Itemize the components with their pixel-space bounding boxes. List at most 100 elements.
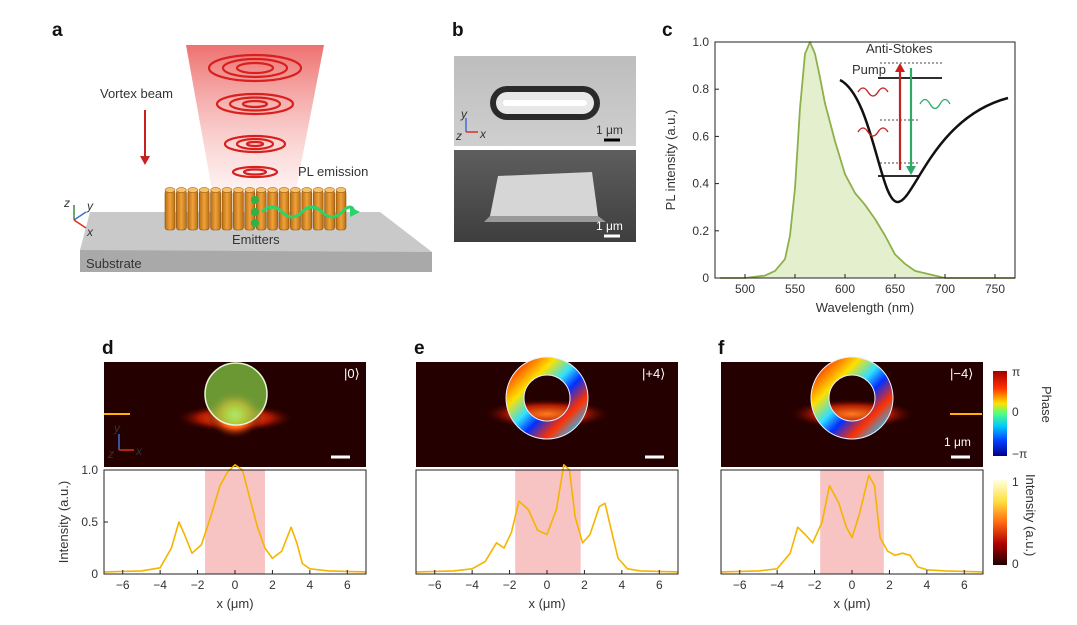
axes-icon: y x z: [455, 107, 487, 143]
x-tick-label: 500: [735, 282, 755, 296]
sem-microrod-shadow: [484, 216, 606, 222]
nanorod-top: [244, 187, 256, 193]
axes-icon: z y x: [63, 196, 94, 239]
substrate-label: Substrate: [86, 256, 142, 271]
axis-y-label: y: [113, 421, 121, 435]
nanorod-top: [255, 187, 267, 193]
y-axis-label: PL intensity (a.u.): [663, 110, 678, 211]
nanorod: [198, 189, 210, 231]
intensity-top-label: 1: [1012, 475, 1019, 489]
panel-a-label: a: [52, 20, 63, 41]
x-tick-label: 0: [849, 578, 856, 592]
x-tick-label: 2: [581, 578, 588, 592]
axis-z-label: z: [63, 196, 70, 210]
pump-label: Pump: [852, 62, 886, 77]
intensity-colorbar-label: Intensity (a.u.): [1023, 474, 1038, 556]
panel-f: f |−4⟩ 1 μm: [718, 338, 983, 467]
y-tick-label: 0.5: [81, 515, 98, 529]
x-axis-label: x (μm): [528, 596, 565, 611]
x-tick-label: 750: [985, 282, 1005, 296]
ring-outer-f: [810, 356, 894, 440]
x-tick-label: −2: [808, 578, 822, 592]
x-tick-label: 600: [835, 282, 855, 296]
emitter-dot: [251, 196, 259, 204]
nanorod-top: [164, 187, 176, 193]
x-tick-label: 700: [935, 282, 955, 296]
x-tick-label: 0: [232, 578, 239, 592]
pump-wave-top: [857, 87, 889, 97]
x-tick-label: −6: [116, 578, 130, 592]
phase-ring-e: [506, 357, 588, 439]
intensity-colorbar: 1 0 Intensity (a.u.): [993, 474, 1038, 571]
x-tick-label: 2: [269, 578, 276, 592]
phase-bottom-label: −π: [1012, 447, 1027, 461]
nanorod: [187, 189, 199, 231]
y-tick-label: 0.2: [692, 224, 709, 238]
x-tick-label: 6: [656, 578, 663, 592]
series-line: [720, 41, 1015, 279]
vortex-beam-label: Vortex beam: [100, 86, 173, 101]
pl-emission-label: PL emission: [298, 164, 368, 179]
nanorod-top: [221, 187, 233, 193]
x-tick-label: 4: [307, 578, 314, 592]
panel-c: c 500 550 600 650 700 750 0 0.2 0.4 0.6 0.8 1.0 Wave…: [662, 20, 1016, 315]
nanorod-top: [198, 187, 210, 193]
profile-f-chart: −6 −4 −2 0 2 4 6 x (μm): [720, 469, 984, 611]
scale-bottom-label: 1 μm: [596, 219, 623, 233]
vortex-spirals: [207, 53, 303, 179]
x-tick-label: 0: [544, 578, 551, 592]
sem-microrod: [490, 172, 598, 216]
pump-arrow-head: [895, 63, 905, 72]
series-line: [415, 464, 679, 573]
panel-b: b 1 μm 1 μm y x z: [452, 20, 636, 242]
vortex-arrow-head: [140, 156, 150, 165]
pl-wave: [260, 205, 356, 219]
panel-d-label: d: [102, 338, 114, 359]
substrate-edge: [80, 250, 432, 272]
x-tick-label: 4: [924, 578, 931, 592]
emitters-label: Emitters: [232, 232, 280, 247]
axis-x-label: x: [86, 225, 94, 239]
nanorod-top: [210, 187, 221, 193]
energy-diagram-inset: Anti-Stokes Pump: [839, 41, 1009, 204]
state-d-label: |0⟩: [344, 366, 360, 381]
axis-z-label: z: [107, 447, 114, 461]
x-tick-label: 550: [785, 282, 805, 296]
x-tick-label: 2: [886, 578, 893, 592]
panel-a: a Vortex beam Substrate PL emission Emit…: [52, 20, 432, 272]
phase-ring-f: [811, 357, 893, 439]
panel-c-label: c: [662, 20, 673, 41]
nanorod: [164, 189, 176, 231]
axis-y-label: y: [86, 199, 94, 213]
profile-d-chart: −6 −4 −2 0 2 4 6 0 0.5 1.0 x (μm) Intensity (a.u.): [56, 463, 367, 611]
state-e-label: |+4⟩: [642, 366, 665, 381]
emitter-dot: [251, 208, 259, 216]
axis-z-label: z: [455, 129, 462, 143]
phase-colorbar-gradient: [993, 371, 1007, 456]
series-area: [720, 42, 1015, 278]
nanorod-array: [164, 187, 347, 231]
x-tick-label: −2: [191, 578, 205, 592]
nanorod: [233, 189, 244, 231]
nanorod: [267, 189, 278, 231]
nanorod-top: [187, 187, 199, 193]
x-tick-label: −4: [153, 578, 167, 592]
nanorod-top: [312, 187, 324, 193]
ring-inner-e: [523, 374, 571, 422]
y-tick-label: 0.8: [692, 82, 709, 96]
x-tick-label: −4: [465, 578, 479, 592]
microrod-core: [503, 100, 587, 106]
nanorod: [221, 189, 233, 231]
phase-colorbar-label: Phase: [1039, 386, 1054, 423]
anti-stokes-arrow-head: [906, 166, 916, 175]
y-tick-label: 1.0: [692, 35, 709, 49]
nanorod-top: [301, 187, 313, 193]
axes-icon: y x z: [107, 421, 143, 461]
nanorod-top: [267, 187, 278, 193]
scale-f-label: 1 μm: [944, 435, 971, 449]
intensity-bottom-label: 0: [1012, 557, 1019, 571]
phase-disk-d: [204, 362, 268, 426]
nanorod: [324, 189, 335, 231]
state-f-label: |−4⟩: [950, 366, 973, 381]
